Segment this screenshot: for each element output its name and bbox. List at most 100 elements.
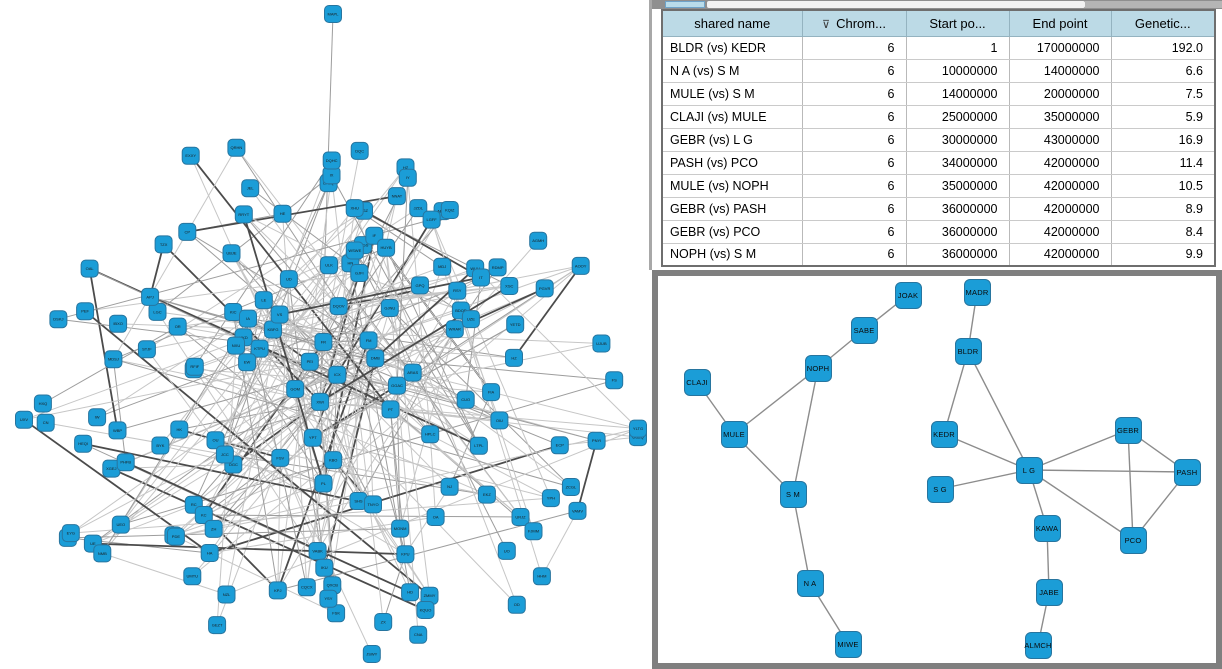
network-node[interactable]: OR [168, 317, 187, 336]
cell-value[interactable]: 170000000 [1009, 36, 1112, 60]
cell-shared-name[interactable]: MULE (vs) S M [662, 82, 803, 106]
network-node[interactable]: RSY [448, 281, 467, 300]
network-node[interactable]: ULK [320, 256, 338, 275]
network-node[interactable]: AGMH [529, 231, 548, 250]
network-node[interactable]: NJ [440, 477, 459, 496]
network-node[interactable]: MDJ [433, 257, 452, 276]
network-node[interactable]: ZX [374, 613, 393, 631]
network-node[interactable]: ZCGL [561, 478, 580, 496]
network-node[interactable]: GEZT [208, 616, 227, 635]
detail-edge-NOPH-SM[interactable] [792, 367, 819, 495]
network-node[interactable]: JCC [215, 445, 234, 464]
network-node[interactable]: IBXO [109, 314, 128, 333]
network-node[interactable]: OD [507, 595, 526, 614]
network-node[interactable]: PT [381, 400, 400, 419]
column-header-genetic[interactable]: Genetic... [1111, 10, 1216, 37]
network-node[interactable]: JZDL [409, 199, 428, 218]
network-node[interactable]: CNA [409, 625, 428, 644]
network-node[interactable]: HK [170, 420, 189, 439]
network-node[interactable]: UD [279, 270, 298, 289]
network-node[interactable]: KTPU [250, 339, 269, 358]
network-node[interactable]: IY [398, 168, 417, 187]
table-row[interactable]: GEBR (vs) PASH 6 36000000 42000000 8.9 [662, 197, 1216, 221]
network-node[interactable]: UMTU [183, 567, 202, 586]
network-node[interactable]: IA [239, 309, 257, 328]
cell-value[interactable]: 16.9 [1111, 128, 1216, 152]
cell-value[interactable]: 36000000 [906, 243, 1010, 267]
network-node[interactable]: HZ [505, 348, 523, 367]
network-node[interactable]: MAPL [324, 5, 342, 23]
cell-value[interactable]: 8.9 [1111, 197, 1216, 221]
cell-value[interactable]: 35000000 [906, 174, 1010, 198]
network-node[interactable]: BYK [151, 436, 170, 455]
detail-node-mule[interactable]: MULE [720, 420, 748, 448]
network-node[interactable]: KBO [324, 451, 343, 470]
overview-network-canvas[interactable]: XWI ICX GOM PEI YPT DMB FR PT GGAC FM KBO FSV ARAS PL… [0, 0, 652, 669]
network-node[interactable]: JSWY [362, 645, 381, 663]
network-node[interactable]: RFIF [185, 357, 204, 376]
network-node[interactable]: DMB [366, 349, 385, 368]
network-node[interactable]: MONM [391, 519, 410, 538]
table-row[interactable]: CLAJI (vs) MULE 6 25000000 35000000 5.9 [662, 105, 1216, 129]
cell-value[interactable]: 42000000 [1009, 174, 1112, 198]
network-node[interactable]: NNAT [387, 187, 406, 206]
network-node[interactable]: FSV [271, 448, 290, 467]
network-node[interactable]: LGC [148, 302, 167, 321]
network-node[interactable]: WSWE [345, 241, 364, 260]
network-node[interactable]: UXV [15, 410, 33, 429]
detail-node-bldr[interactable]: BLDR [954, 337, 982, 365]
network-node[interactable]: UJUB [592, 334, 611, 353]
cell-value[interactable]: 6 [802, 220, 907, 244]
scrollbar-button[interactable] [665, 1, 705, 8]
detail-node-sabe[interactable]: SABE [850, 316, 878, 344]
detail-node-pash[interactable]: PASH [1173, 458, 1201, 486]
network-node[interactable]: EKZ [477, 485, 496, 504]
cell-value[interactable]: 6 [802, 105, 907, 129]
network-node[interactable]: HPLC [421, 425, 440, 444]
detail-edge-KEDR-LG[interactable] [943, 433, 1030, 471]
cell-value[interactable]: 6.6 [1111, 59, 1216, 83]
detail-edge-SM-NA[interactable] [792, 493, 811, 584]
network-node[interactable]: YPH [541, 489, 560, 508]
detail-node-kawa[interactable]: KAWA [1033, 514, 1061, 542]
cell-shared-name[interactable]: GEBR (vs) PCO [662, 220, 803, 244]
cell-shared-name[interactable]: GEBR (vs) L G [662, 128, 803, 152]
network-node[interactable]: NXU [227, 336, 245, 355]
cell-value[interactable]: 6 [802, 36, 907, 60]
network-node[interactable]: IKU [315, 558, 334, 577]
cell-value[interactable]: 11.4 [1111, 151, 1216, 175]
cell-value[interactable]: 30000000 [906, 128, 1010, 152]
cell-value[interactable]: 34000000 [906, 151, 1010, 175]
network-node[interactable]: XHU [345, 199, 364, 218]
network-node[interactable]: UEO [111, 515, 130, 534]
network-node[interactable]: LGFF [422, 210, 441, 229]
detail-node-claji[interactable]: CLAJI [683, 368, 711, 396]
network-node[interactable]: HXQ [33, 394, 52, 413]
network-node[interactable]: CN [36, 413, 55, 432]
network-node[interactable]: UZE [461, 310, 480, 329]
network-node[interactable]: YETD [506, 315, 525, 334]
network-node[interactable]: HHM [532, 567, 551, 586]
cell-value[interactable]: 7.5 [1111, 82, 1216, 106]
network-node[interactable]: PNYI [587, 431, 606, 450]
cell-value[interactable]: 9.9 [1111, 243, 1216, 267]
network-node[interactable]: KQUO [416, 601, 435, 619]
table-row[interactable]: MULE (vs) S M 6 14000000 20000000 7.5 [662, 82, 1216, 106]
detail-node-noph[interactable]: NOPH [804, 354, 832, 382]
table-row[interactable]: GEBR (vs) PCO 6 36000000 42000000 8.4 [662, 220, 1216, 244]
network-node[interactable]: PGVR [535, 279, 554, 298]
network-node[interactable]: HEQI [74, 434, 93, 453]
network-node[interactable]: RDMP [488, 258, 507, 277]
detail-edge-BLDR-KEDR[interactable] [943, 350, 969, 435]
network-node[interactable]: TNYO [364, 495, 382, 514]
detail-node-kedr[interactable]: KEDR [930, 420, 958, 448]
cell-value[interactable]: 43000000 [1009, 128, 1112, 152]
network-node[interactable]: CP [178, 222, 197, 241]
network-node[interactable]: HUYB [377, 238, 396, 257]
table-row[interactable]: GEBR (vs) L G 6 30000000 43000000 16.9 [662, 128, 1216, 152]
detail-node-almch[interactable]: ALMCH [1024, 631, 1052, 659]
network-node[interactable]: AOOY [571, 256, 590, 275]
network-node[interactable]: KPJ [268, 581, 287, 600]
network-node[interactable]: UO [497, 541, 516, 560]
network-node[interactable]: FIA [482, 383, 501, 402]
